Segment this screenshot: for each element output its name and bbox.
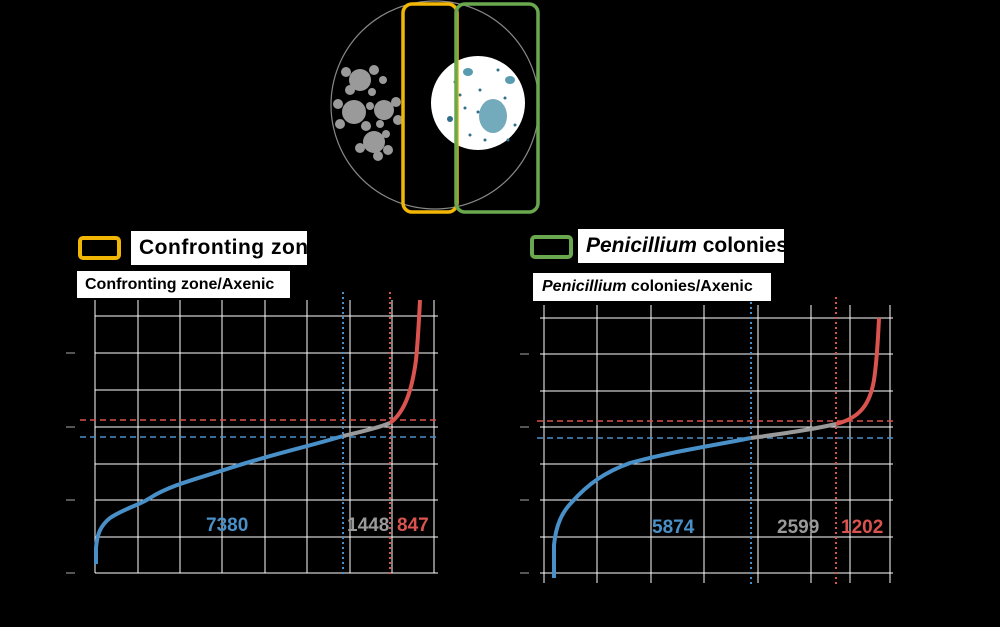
- y-ticks-2: [520, 353, 529, 574]
- penicillium-colonies-box: [454, 2, 540, 214]
- panel2-subtitle-italic: Penicillium: [542, 278, 627, 295]
- panel2-title-rest: colonies: [696, 234, 788, 257]
- series-neutral-1: [342, 421, 391, 438]
- panel2-title-italic: Penicillium: [586, 234, 697, 257]
- series-neutral-2: [750, 422, 837, 440]
- panel2-subtitle-rest: colonies/Axenic: [626, 278, 753, 295]
- petri-dish-illustration: [330, 0, 540, 214]
- chart-panel-1: [66, 292, 438, 576]
- series-up-1: [388, 299, 422, 425]
- count-down-1: 7380: [206, 515, 249, 536]
- panel2-subtitle: Penicillium colonies/Axenic: [533, 273, 771, 301]
- fungal-colonies-icon: [333, 65, 403, 161]
- bacterial-colony-region: [431, 56, 525, 150]
- count-neutral-1: 1448: [347, 515, 390, 536]
- colony-dots: [447, 68, 517, 142]
- count-up-2: 1202: [841, 517, 884, 538]
- series-down-2: [552, 436, 752, 578]
- panel1-title: Confronting zone: [131, 231, 320, 265]
- confronting-zone-swatch: [78, 236, 121, 260]
- panel2-title: Penicillium colonies: [578, 229, 788, 263]
- grid-2: [540, 305, 893, 583]
- y-ticks-1: [66, 352, 75, 574]
- penicillium-swatch: [530, 235, 573, 259]
- count-neutral-2: 2599: [777, 517, 820, 538]
- series-up-2: [835, 317, 881, 426]
- count-up-1: 847: [397, 515, 429, 536]
- panel1-subtitle: Confronting zone/Axenic: [77, 271, 290, 298]
- chart-panel-2: [520, 297, 893, 585]
- count-down-2: 5874: [652, 517, 695, 538]
- series-down-1: [94, 434, 344, 564]
